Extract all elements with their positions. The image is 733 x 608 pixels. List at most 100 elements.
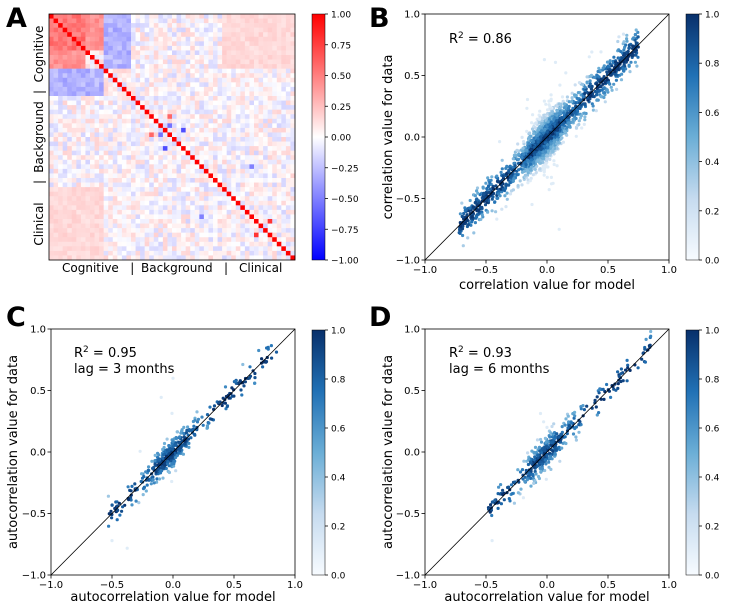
heatmap-cell <box>67 182 73 188</box>
heatmap-cell <box>235 178 241 183</box>
heatmap-cell <box>62 82 68 88</box>
heatmap-cell <box>190 105 196 110</box>
data-point <box>575 96 579 100</box>
heatmap-cell <box>80 214 86 220</box>
heatmap-cell <box>285 109 291 115</box>
heatmap-cell <box>131 45 136 51</box>
heatmap-cell <box>267 109 273 115</box>
data-point <box>544 102 548 106</box>
heatmap-cell <box>281 150 287 156</box>
data-point <box>503 186 508 190</box>
heatmap-cell <box>290 200 296 206</box>
heatmap-cell <box>94 178 100 183</box>
heatmap-cell <box>49 96 54 101</box>
heatmap-cell <box>258 246 264 252</box>
heatmap-cell <box>272 159 278 165</box>
heatmap-cell <box>276 55 282 60</box>
heatmap-cell <box>131 50 136 56</box>
heatmap-cell <box>112 64 118 69</box>
heatmap-cell <box>244 41 250 47</box>
heatmap-cell <box>276 155 282 161</box>
heatmap-cell <box>244 59 250 65</box>
heatmap-cell <box>254 178 259 183</box>
heatmap-cell <box>62 68 68 74</box>
heatmap-cell <box>49 241 54 247</box>
heatmap-cell <box>103 150 109 156</box>
heatmap-cell <box>167 150 173 156</box>
heatmap-cell <box>249 127 255 133</box>
heatmap-cell <box>162 187 168 192</box>
heatmap-cell <box>135 209 141 215</box>
heatmap-cell <box>121 18 127 24</box>
heatmap-cell <box>117 105 123 110</box>
heatmap-cell <box>208 68 214 74</box>
data-point <box>587 55 591 59</box>
heatmap-cell <box>108 191 114 197</box>
heatmap-cell <box>226 241 232 247</box>
heatmap-cell <box>117 146 123 151</box>
heatmap-cell <box>185 196 191 202</box>
heatmap-cell <box>153 219 159 224</box>
heatmap-cell <box>281 27 287 33</box>
heatmap-cell <box>85 41 91 47</box>
heatmap-cell <box>103 68 109 74</box>
heatmap-cell <box>199 219 205 224</box>
heatmap-cell <box>99 127 104 133</box>
heatmap-cell <box>208 223 214 229</box>
heatmap-cell <box>203 137 209 142</box>
heatmap-cell <box>185 73 191 79</box>
heatmap-frame <box>48 13 296 261</box>
heatmap-cell <box>217 59 223 65</box>
heatmap-cell <box>290 182 296 188</box>
heatmap-cell <box>140 155 145 161</box>
heatmap-cell <box>158 205 164 211</box>
heatmap-cell <box>272 246 278 252</box>
heatmap-cell <box>226 196 232 202</box>
heatmap-cell <box>80 50 86 56</box>
heatmap-cell <box>203 155 209 161</box>
heatmap-cell <box>213 209 218 215</box>
heatmap-cell <box>217 77 223 83</box>
heatmap-cell <box>149 23 155 28</box>
heatmap-cell <box>149 132 155 138</box>
heatmap-cell <box>53 105 59 110</box>
data-point <box>500 185 504 189</box>
heatmap-cell <box>112 159 118 165</box>
heatmap-cell <box>217 141 223 147</box>
heatmap-cell <box>80 182 86 188</box>
heatmap-cell <box>258 141 264 147</box>
heatmap-cell <box>267 27 273 33</box>
heatmap-cell <box>135 246 141 252</box>
heatmap-cell <box>285 27 291 33</box>
heatmap-cell <box>144 255 150 261</box>
heatmap-cell <box>90 109 95 115</box>
heatmap-cell <box>240 23 246 28</box>
heatmap-cell <box>85 23 91 28</box>
heatmap-cell <box>244 18 250 24</box>
heatmap-cell <box>276 82 282 88</box>
heatmap-cell <box>199 137 205 142</box>
heatmap-cell <box>290 232 296 238</box>
heatmap-cell <box>58 146 63 151</box>
heatmap-cell <box>185 18 191 24</box>
data-point <box>542 99 547 103</box>
heatmap-cell <box>185 23 191 28</box>
heatmap-cell <box>172 96 177 101</box>
heatmap-cell <box>272 214 278 220</box>
heatmap-cell <box>276 105 282 110</box>
heatmap-cell <box>231 64 237 69</box>
heatmap-cell <box>226 232 232 238</box>
heatmap-cell <box>112 232 118 238</box>
heatmap-cell <box>281 232 287 238</box>
data-point <box>508 192 513 196</box>
heatmap-cell <box>153 68 159 74</box>
heatmap-cell <box>185 68 191 74</box>
heatmap-cell <box>199 255 205 261</box>
heatmap-cell <box>149 123 155 129</box>
heatmap-cell <box>53 36 59 42</box>
heatmap-cell <box>85 18 91 24</box>
heatmap-cell <box>254 114 259 120</box>
heatmap-cell <box>90 100 95 106</box>
heatmap-cell <box>167 64 173 69</box>
heatmap-cell <box>121 219 127 224</box>
